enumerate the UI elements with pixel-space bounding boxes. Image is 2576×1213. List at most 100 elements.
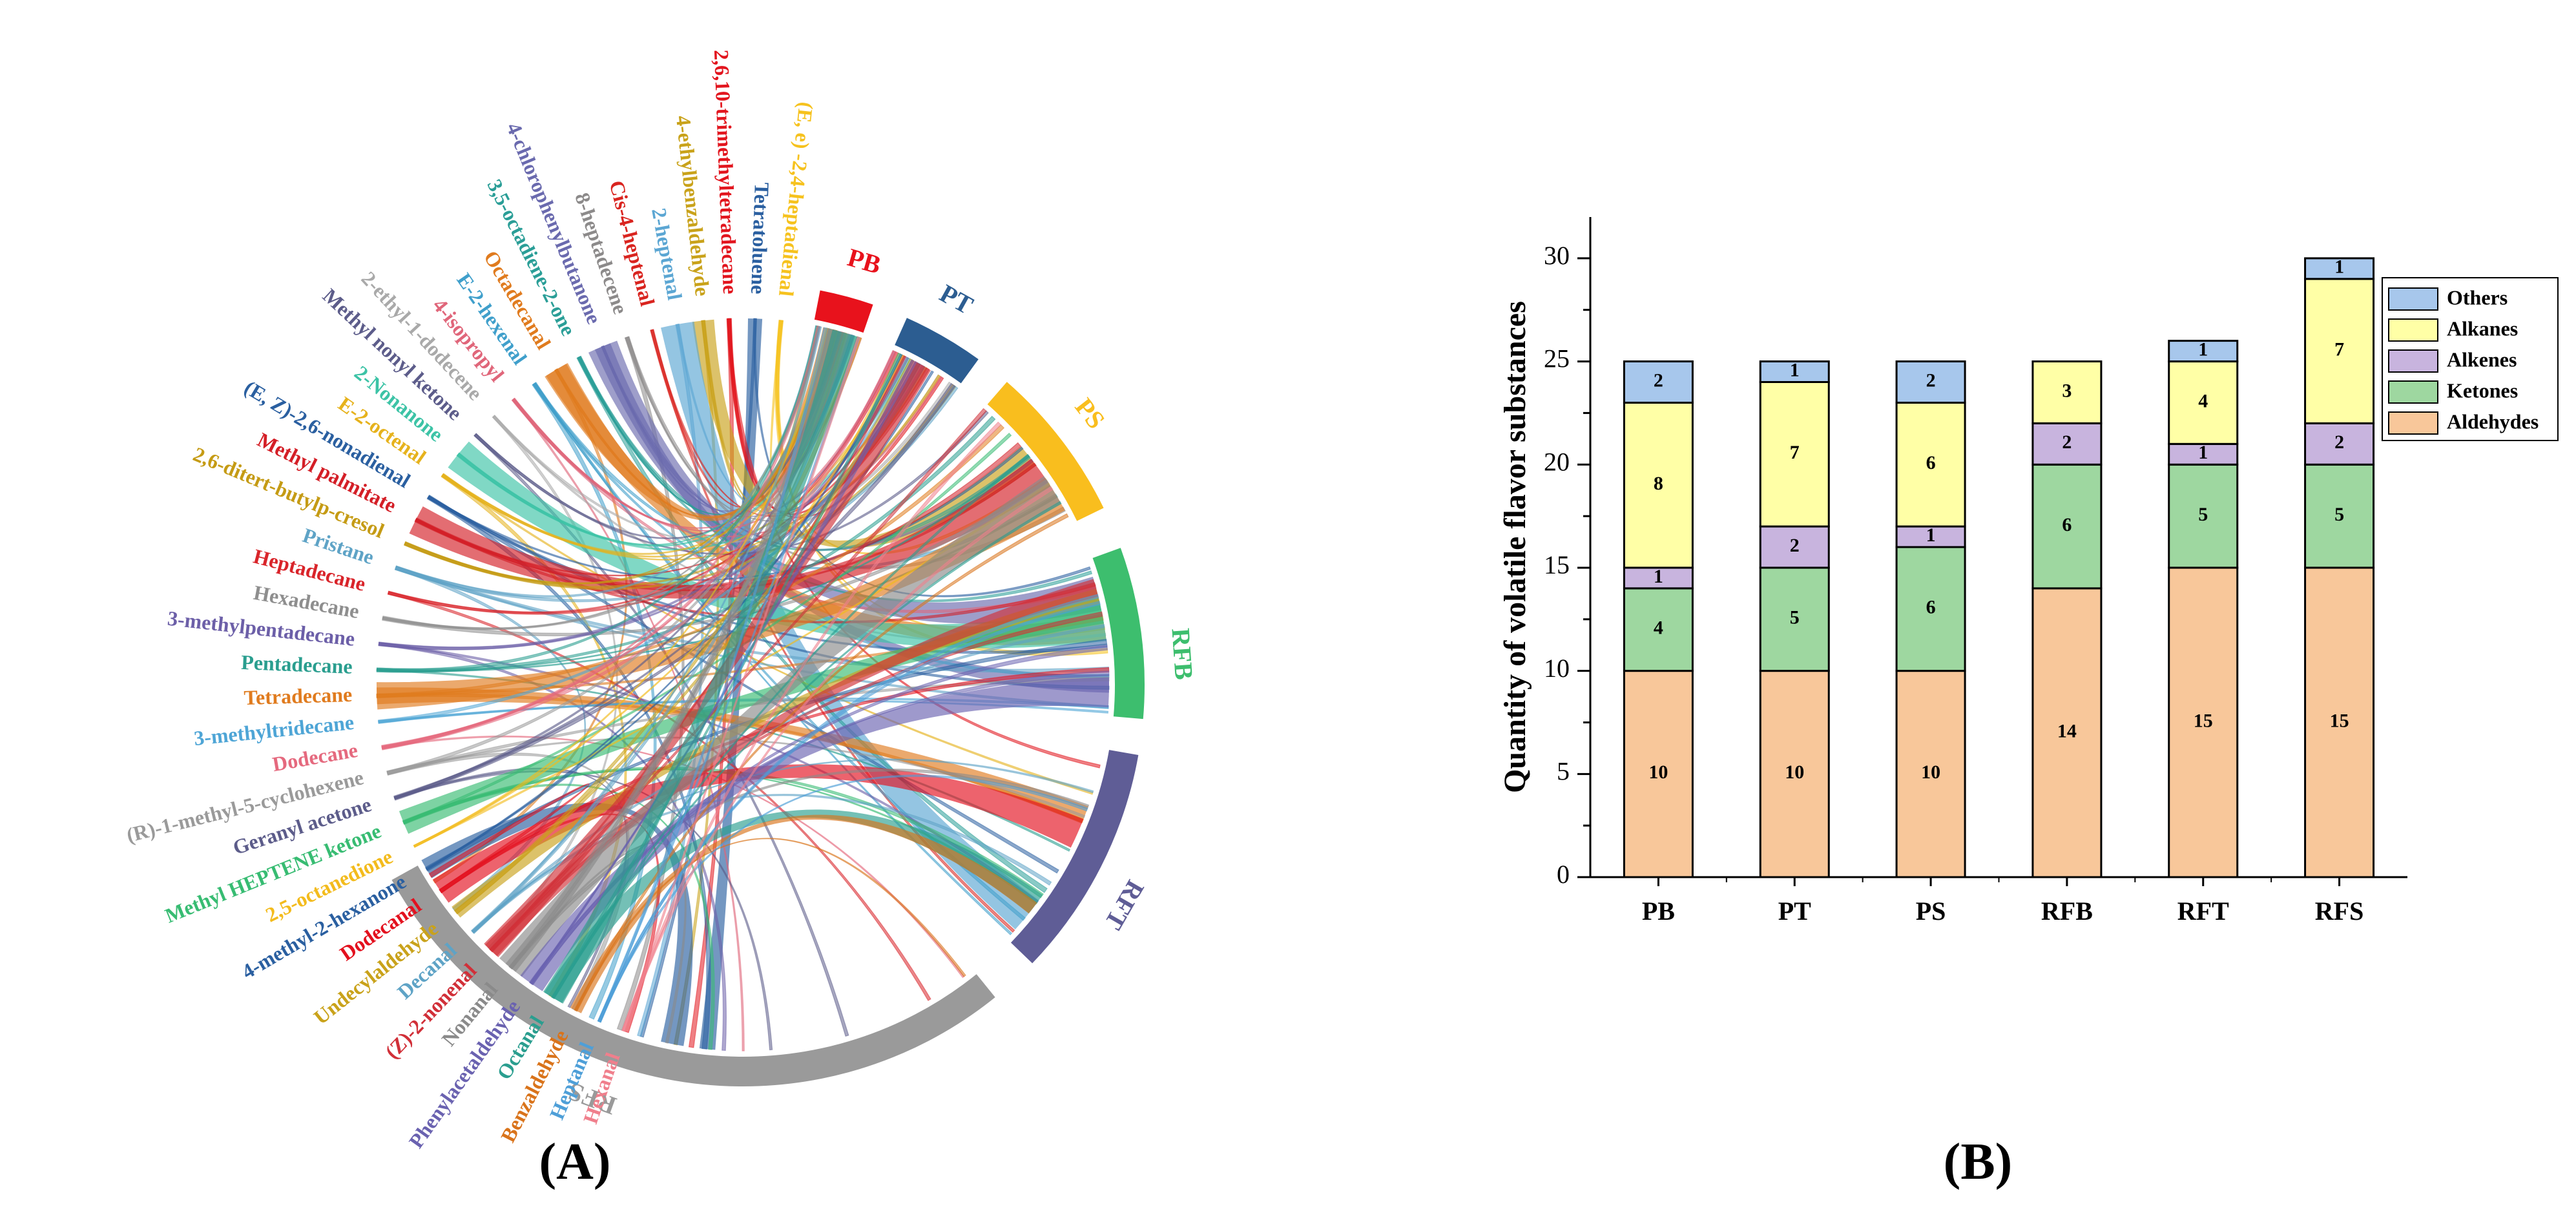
chord-ribbon: [621, 336, 861, 1032]
data-label: 1: [1790, 359, 1800, 380]
chord-ribbon: [577, 356, 1093, 603]
arc-ps: [985, 380, 1106, 523]
data-label: 8: [1654, 473, 1663, 494]
sample-label-pt: PT: [935, 278, 979, 320]
legend-swatch-ketones: [2388, 380, 2438, 404]
y-tick-label: 30: [1544, 241, 1570, 270]
bar-pb-others: [1623, 360, 1694, 404]
chord-ribbon: [378, 641, 727, 1051]
data-label: 4: [2198, 390, 2208, 411]
bar-ps-alkanes: [1895, 401, 1966, 528]
compound-label: Tetratoluene: [747, 182, 774, 295]
chord-ribbon: [409, 459, 1051, 599]
chord-ribbon: [499, 476, 1061, 977]
y-tick-label: 0: [1557, 860, 1570, 889]
bar-rfb-alkanes: [2031, 360, 2103, 424]
data-label: 1: [1926, 524, 1936, 546]
chord-ribbon: [621, 421, 1002, 1032]
data-label: 6: [2062, 514, 2072, 535]
data-label: 6: [1926, 597, 1936, 618]
chord-ribbon: [394, 565, 1110, 673]
data-label: 2: [2334, 431, 2344, 453]
data-label: 5: [2198, 504, 2208, 525]
data-label: 14: [2057, 720, 2077, 741]
compound-label: Pentadecane: [241, 650, 353, 678]
bar-rfb-aldehydes: [2031, 587, 2103, 878]
chord-ribbon: [546, 364, 1106, 646]
arc-pt: [893, 316, 981, 386]
chord-ribbon: [484, 359, 931, 958]
chord-ribbon: [377, 484, 1065, 710]
x-tick-label-pt: PT: [1778, 897, 1811, 926]
panel-a-label: (A): [539, 1134, 610, 1190]
chord-ribbon: [473, 330, 842, 539]
chord-ribbon: [427, 446, 1024, 581]
x-axis: PB PT PS RFB RFT RFS: [1590, 876, 2407, 926]
arc-rfb: [1091, 546, 1146, 721]
y-tick-label: 15: [1544, 550, 1570, 579]
chord-ribbon: [381, 326, 821, 750]
legend-swatch-aldehydes: [2388, 411, 2438, 435]
data-label: 1: [1654, 566, 1663, 587]
data-label: 15: [2194, 710, 2213, 731]
bar-rft-others: [2168, 340, 2239, 363]
legend-label-aldehydes: Aldehydes: [2447, 410, 2539, 433]
data-label: 10: [1648, 762, 1668, 783]
bar-rft-alkenes: [2168, 442, 2239, 466]
bar-ps-others: [1895, 360, 1966, 404]
bar-pt-ketones: [1759, 566, 1830, 672]
chord-ribbon: [402, 432, 1012, 825]
chord-ribbon: [471, 326, 822, 934]
data-label: 6: [1926, 452, 1936, 473]
sample-label-ps: PS: [1070, 393, 1111, 435]
compound-label: Tetradecane: [244, 683, 353, 709]
chord-ribbon: [551, 352, 902, 1000]
data-label: 4: [1654, 617, 1663, 639]
data-label: 3: [2062, 380, 2072, 401]
bar-pt-others: [1759, 360, 1830, 383]
x-tick-label-rfs: RFS: [2315, 897, 2364, 926]
chord-ribbon: [597, 594, 1099, 1023]
sample-label-rft: RFT: [1099, 875, 1150, 935]
bar-pb-ketones: [1623, 587, 1694, 672]
legend-swatch-alkenes: [2388, 349, 2438, 373]
legend-swatch-alkanes: [2388, 318, 2438, 342]
chord-ribbon: [399, 597, 1105, 834]
data-label: 7: [1790, 442, 1800, 463]
chord-ribbon: [661, 322, 1039, 929]
arc-rfs: [390, 864, 997, 1088]
chord-ribbon: [386, 332, 849, 776]
sample-arcs: [390, 289, 1146, 1088]
bar-rfs-alkenes: [2304, 422, 2375, 466]
bar-rfb-ketones: [2031, 463, 2103, 590]
sample-label-pb: PB: [844, 242, 884, 279]
y-tick-label: 25: [1544, 344, 1570, 373]
chord-ribbon: [597, 327, 828, 1023]
data-label: 1: [2334, 256, 2344, 278]
data-label: 5: [1790, 607, 1800, 628]
sample-label-rfb: RFB: [1166, 627, 1198, 681]
data-label: 2: [1926, 369, 1936, 391]
y-axis-title: Quantity of volatile flavor substances: [1498, 301, 1532, 793]
data-label: 2: [1790, 535, 1800, 556]
y-tick-label: 20: [1544, 447, 1570, 476]
x-tick-label-rfb: RFB: [2041, 897, 2093, 926]
panel-b-label: (B): [1944, 1134, 2013, 1190]
data-label: 5: [2334, 504, 2344, 525]
chord-ribbon: [441, 374, 941, 561]
bar-pt-aldehydes: [1759, 670, 1830, 878]
chord-ribbon: [376, 693, 1085, 824]
legend-label-others: Others: [2447, 285, 2508, 309]
compound-label: 2,6,10-trimethyltetradecane: [710, 49, 742, 295]
arc-pb: [813, 289, 875, 335]
chord-ribbon: [376, 415, 996, 673]
bar-rfs-aldehydes: [2304, 566, 2375, 878]
chord-ribbons: [376, 318, 1110, 1052]
data-label: 1: [2198, 442, 2208, 463]
x-tick-label-ps: PS: [1916, 897, 1946, 926]
chord-ribbon: [386, 736, 1086, 818]
data-label: 1: [2198, 338, 2208, 360]
compound-label: (E, e) -2,4-heptadienal: [774, 101, 818, 297]
data-label: 2: [1654, 369, 1663, 391]
